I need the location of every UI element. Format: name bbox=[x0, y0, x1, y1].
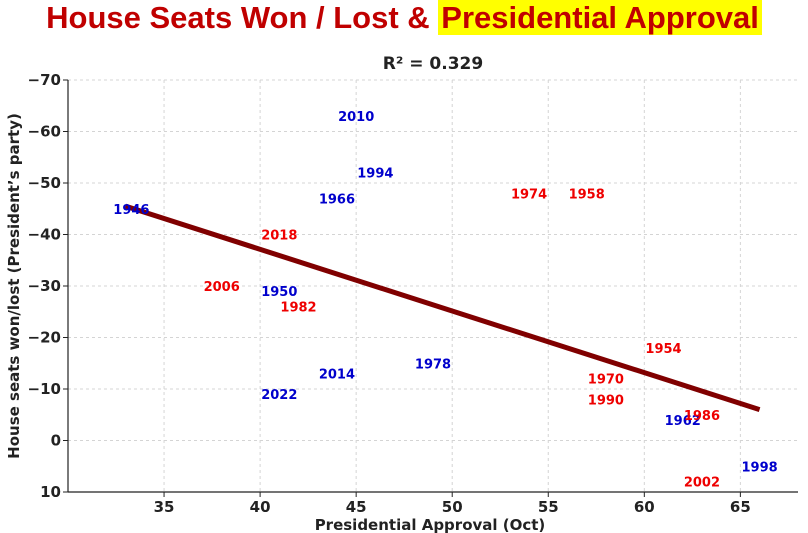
y-tick-label: −70 bbox=[28, 71, 61, 89]
y-tick-label: −60 bbox=[28, 123, 61, 141]
data-point-label-2006: 2006 bbox=[204, 280, 240, 295]
data-point-label-1958: 1958 bbox=[569, 187, 605, 202]
y-tick-label: 10 bbox=[40, 483, 61, 501]
data-point-label-1978: 1978 bbox=[415, 357, 451, 372]
y-tick-label: −20 bbox=[28, 329, 61, 347]
grid-lines bbox=[68, 79, 798, 493]
x-tick-label: 35 bbox=[154, 498, 175, 516]
chart-title: House Seats Won / Lost & Presidential Ap… bbox=[0, 0, 808, 40]
chart-title-main: House Seats Won / Lost & bbox=[46, 0, 430, 35]
y-tick-label: −50 bbox=[28, 174, 61, 192]
x-tick-label: 45 bbox=[346, 498, 367, 516]
data-point-label-1962: 1962 bbox=[665, 414, 701, 429]
data-point-label-1982: 1982 bbox=[280, 301, 316, 316]
data-point-label-1998: 1998 bbox=[741, 460, 777, 475]
data-point-label-1954: 1954 bbox=[645, 342, 681, 357]
x-axis-label: Presidential Approval (Oct) bbox=[315, 516, 546, 533]
data-point-label-1970: 1970 bbox=[588, 373, 624, 388]
data-point-label-2022: 2022 bbox=[261, 388, 297, 403]
x-tick-label: 60 bbox=[634, 498, 655, 516]
y-axis-label: House seats won/lost (President’s party) bbox=[5, 113, 23, 459]
chart-title-highlight: Presidential Approval bbox=[438, 0, 762, 35]
x-tick-label: 40 bbox=[250, 498, 271, 516]
y-tick-label: −30 bbox=[28, 277, 61, 295]
data-point-label-1966: 1966 bbox=[319, 192, 355, 207]
data-point-label-2010: 2010 bbox=[338, 110, 374, 125]
axes: 35 40 45 50 55 60 65 −70 −60 −50 −40 −30 −20 −10 0 10 bbox=[28, 71, 798, 516]
data-point-label-2002: 2002 bbox=[684, 476, 720, 491]
chart-subtitle: R² = 0.329 bbox=[383, 54, 483, 74]
y-tick-label: −10 bbox=[28, 380, 61, 398]
y-tick-label: −40 bbox=[28, 226, 61, 244]
x-tick-label: 55 bbox=[538, 498, 559, 516]
data-point-label-1990: 1990 bbox=[588, 393, 624, 408]
data-point-label-2014: 2014 bbox=[319, 368, 355, 383]
data-point-label-2018: 2018 bbox=[261, 229, 297, 244]
x-tick-label: 50 bbox=[442, 498, 463, 516]
data-point-label-1974: 1974 bbox=[511, 187, 547, 202]
trend-line bbox=[124, 203, 761, 412]
trend-line-group bbox=[124, 203, 761, 412]
data-point-label-1950: 1950 bbox=[261, 285, 297, 300]
data-point-label-1994: 1994 bbox=[357, 167, 393, 182]
y-tick-label: 0 bbox=[51, 432, 61, 450]
x-tick-label: 65 bbox=[730, 498, 751, 516]
data-point-label-1986: 1986 bbox=[684, 409, 720, 424]
data-point-label-1946: 1946 bbox=[113, 203, 149, 218]
